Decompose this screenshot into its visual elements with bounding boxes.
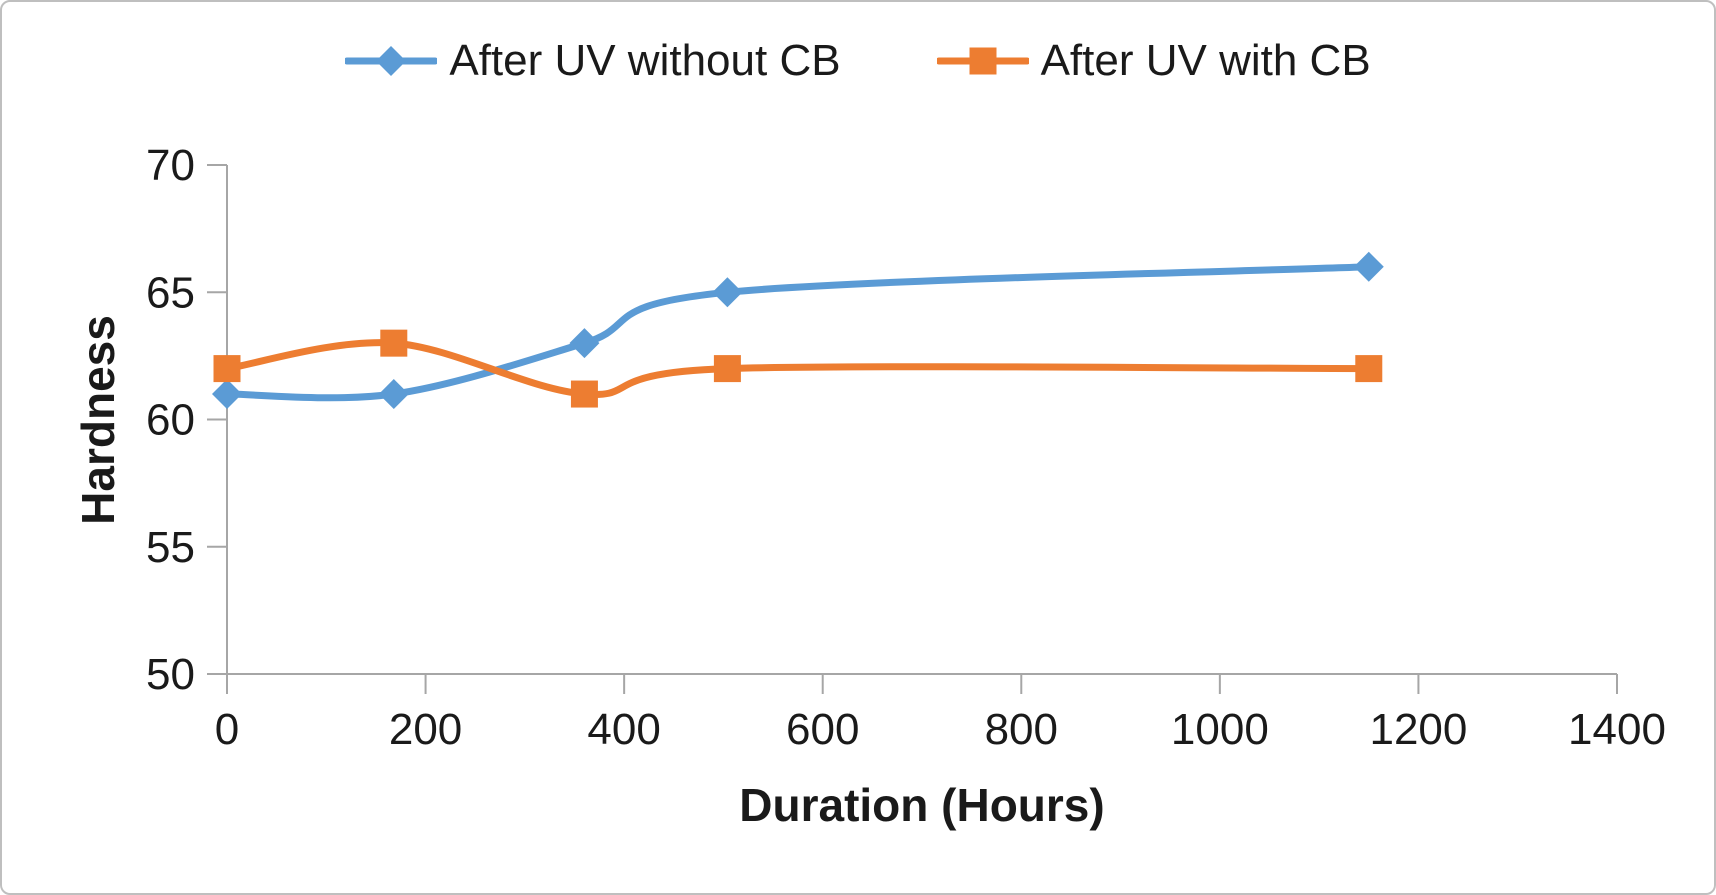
series-line-0 <box>223 263 1373 402</box>
data-point-marker <box>569 328 600 359</box>
x-tick-label: 400 <box>587 705 660 754</box>
x-tick-label: 800 <box>985 705 1058 754</box>
y-tick-label: 50 <box>146 650 195 699</box>
y-tick-label: 65 <box>146 268 195 317</box>
series-line-1 <box>223 339 1373 398</box>
x-tick-label: 200 <box>389 705 462 754</box>
legend-item-without-cb: After UV without CB <box>345 36 841 86</box>
legend-item-with-cb: After UV with CB <box>936 36 1371 86</box>
data-point-marker <box>212 379 242 410</box>
data-point-marker <box>713 355 741 383</box>
y-tick-label: 60 <box>146 396 195 445</box>
y-tick-label: 70 <box>146 141 195 190</box>
x-tick-label: 1200 <box>1369 705 1467 754</box>
x-tick-label: 1400 <box>1568 705 1666 754</box>
data-point-marker <box>378 379 409 410</box>
legend-marker-square-icon <box>936 47 1029 75</box>
data-point-marker <box>1355 355 1383 383</box>
data-point-marker <box>712 277 743 308</box>
data-point-marker <box>380 329 408 357</box>
x-tick-label: 600 <box>786 705 859 754</box>
x-axis-title: Duration (Hours) <box>739 779 1105 831</box>
data-point-marker <box>213 355 241 383</box>
legend-label: After UV without CB <box>449 36 841 85</box>
data-point-marker <box>1353 251 1384 282</box>
legend: After UV without CB After UV with CB <box>2 36 1714 86</box>
y-tick-label: 55 <box>146 523 195 572</box>
x-tick-label: 1000 <box>1171 705 1269 754</box>
y-axis-title: Hardness <box>72 315 124 525</box>
legend-label: After UV with CB <box>1040 36 1371 85</box>
legend-marker-diamond-icon <box>345 46 438 76</box>
data-point-marker <box>570 380 598 408</box>
x-tick-label: 0 <box>215 705 239 754</box>
